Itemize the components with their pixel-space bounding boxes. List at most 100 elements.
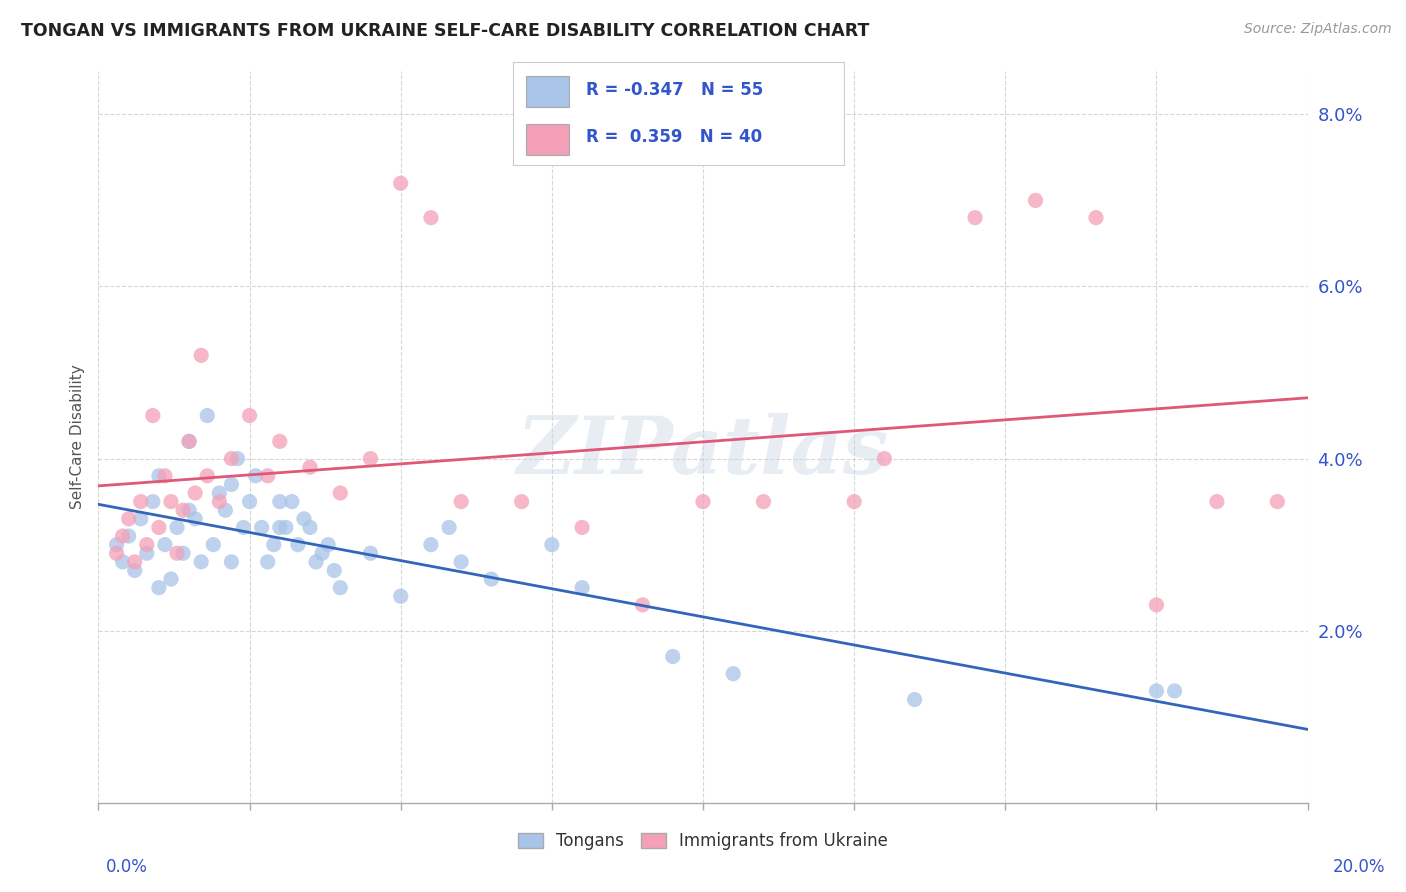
Point [281, 494, 304, 508]
Point [287, 538, 309, 552]
Point [111, 529, 134, 543]
Point [420, 211, 443, 225]
Point [250, 520, 273, 534]
Point [311, 546, 333, 560]
Point [208, 494, 231, 508]
Text: R = -0.347   N = 55: R = -0.347 N = 55 [586, 81, 763, 99]
Point [124, 564, 146, 578]
Point [239, 409, 262, 423]
Point [245, 468, 267, 483]
Point [450, 555, 472, 569]
FancyBboxPatch shape [526, 124, 569, 155]
Text: TONGAN VS IMMIGRANTS FROM UKRAINE SELF-CARE DISABILITY CORRELATION CHART: TONGAN VS IMMIGRANTS FROM UKRAINE SELF-C… [21, 22, 869, 40]
Point [305, 555, 328, 569]
Point [1206, 494, 1229, 508]
Point [190, 555, 212, 569]
Point [752, 494, 775, 508]
Text: R =  0.359   N = 40: R = 0.359 N = 40 [586, 128, 762, 146]
Point [274, 520, 297, 534]
Point [239, 494, 262, 508]
Text: ZIPatlas: ZIPatlas [517, 413, 889, 491]
Point [631, 598, 654, 612]
FancyBboxPatch shape [526, 76, 569, 106]
Point [450, 494, 472, 508]
Point [184, 486, 207, 500]
Point [571, 581, 593, 595]
Point [389, 589, 412, 603]
Point [172, 503, 194, 517]
Text: 0.0%: 0.0% [105, 858, 148, 876]
Point [129, 512, 152, 526]
Point [1024, 194, 1046, 208]
Legend: Tongans, Immigrants from Ukraine: Tongans, Immigrants from Ukraine [512, 825, 894, 856]
Point [723, 666, 745, 681]
Point [323, 564, 346, 578]
Y-axis label: Self-Care Disability: Self-Care Disability [69, 365, 84, 509]
Point [160, 572, 183, 586]
Point [256, 555, 278, 569]
Point [844, 494, 866, 508]
Point [692, 494, 714, 508]
Point [148, 581, 170, 595]
Point [195, 468, 218, 483]
Point [111, 555, 134, 569]
Text: 20.0%: 20.0% [1333, 858, 1385, 876]
Point [269, 434, 291, 449]
Point [148, 468, 170, 483]
Point [965, 211, 987, 225]
Point [105, 546, 128, 560]
Point [202, 538, 225, 552]
Point [166, 520, 188, 534]
Point [184, 512, 207, 526]
Point [661, 649, 683, 664]
Point [269, 520, 291, 534]
Point [179, 434, 201, 449]
Point [540, 538, 562, 552]
Point [221, 477, 243, 491]
Point [292, 512, 315, 526]
Point [299, 460, 322, 475]
Point [179, 434, 201, 449]
Point [420, 538, 443, 552]
Point [360, 451, 382, 466]
Point [195, 409, 218, 423]
Point [329, 486, 352, 500]
Point [153, 468, 176, 483]
Point [124, 555, 146, 569]
Point [221, 451, 243, 466]
Point [269, 494, 291, 508]
Point [118, 512, 141, 526]
Point [571, 520, 593, 534]
Point [232, 520, 254, 534]
Point [135, 546, 157, 560]
Point [105, 538, 128, 552]
Point [329, 581, 352, 595]
Point [1085, 211, 1108, 225]
Point [221, 555, 243, 569]
Point [1146, 598, 1168, 612]
Point [142, 494, 165, 508]
Point [316, 538, 339, 552]
Point [208, 486, 231, 500]
Point [153, 538, 176, 552]
Point [172, 546, 194, 560]
Point [389, 176, 412, 190]
Point [160, 494, 183, 508]
Point [510, 494, 533, 508]
Point [481, 572, 503, 586]
Point [873, 451, 896, 466]
Point [190, 348, 212, 362]
Point [135, 538, 157, 552]
Text: Source: ZipAtlas.com: Source: ZipAtlas.com [1244, 22, 1392, 37]
Point [1163, 684, 1185, 698]
Point [1267, 494, 1289, 508]
Point [299, 520, 322, 534]
Point [142, 409, 165, 423]
Point [263, 538, 285, 552]
Point [214, 503, 236, 517]
Point [904, 692, 927, 706]
Point [118, 529, 141, 543]
Point [129, 494, 152, 508]
Point [256, 468, 278, 483]
Point [226, 451, 249, 466]
